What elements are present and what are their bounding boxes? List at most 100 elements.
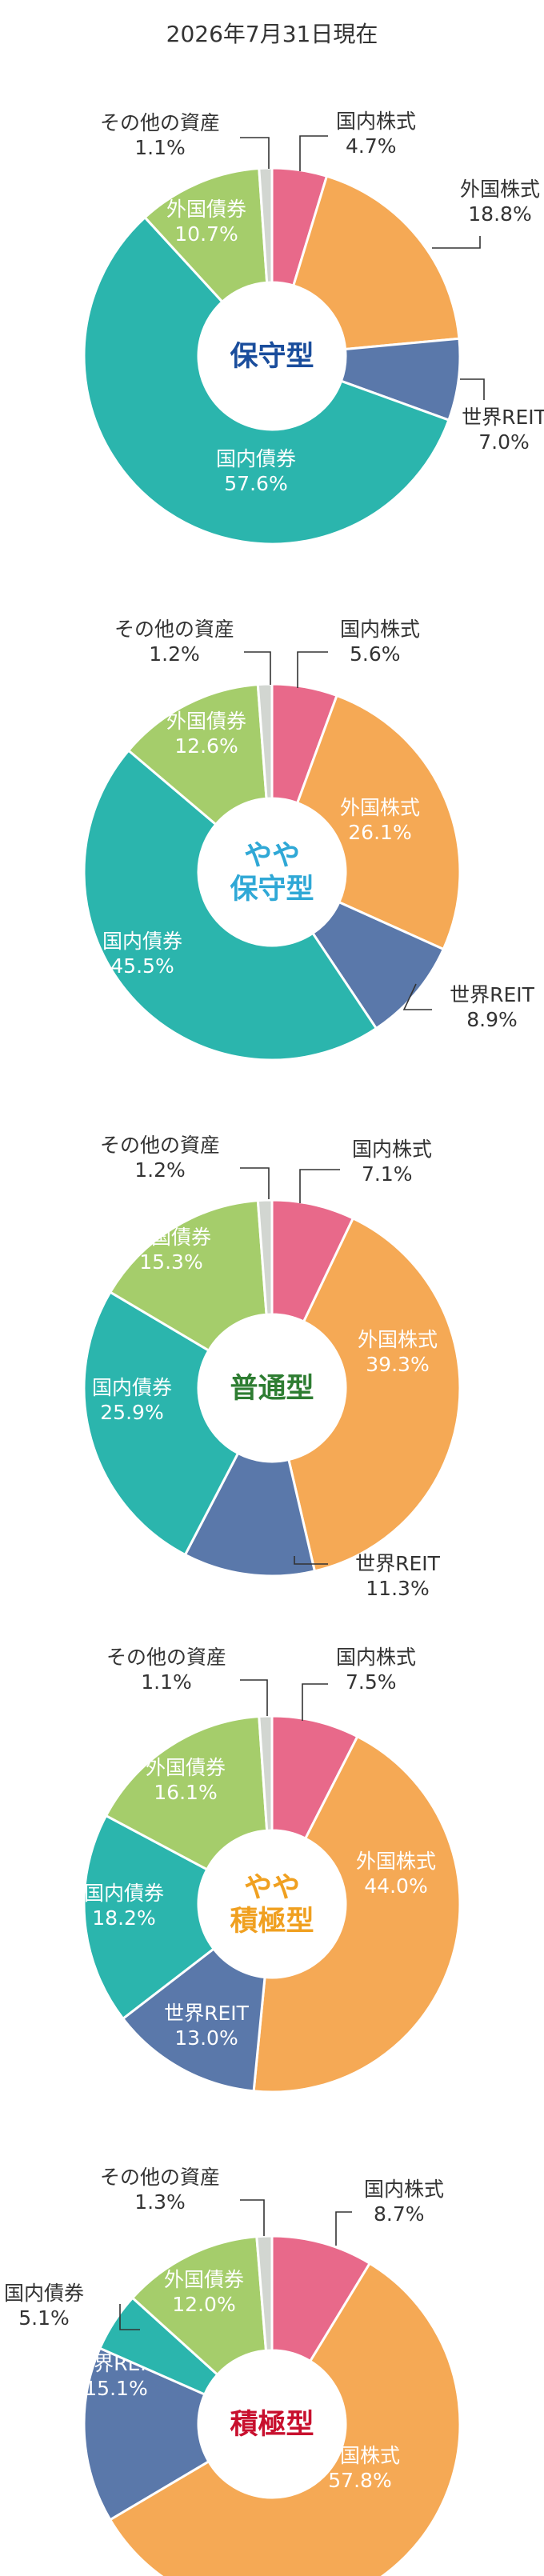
slice-value-label: 10.7% <box>174 222 238 246</box>
center-title: 普通型 <box>230 1373 314 1405</box>
leader-line <box>244 651 271 685</box>
slice-foreign-bond <box>108 1199 268 1353</box>
slice-value-label: 18.8% <box>468 202 531 226</box>
slice-foreign-stock <box>291 174 461 351</box>
slice-label: 外国株式 <box>358 1328 438 1351</box>
slice-value-label: 25.9% <box>100 1401 163 1424</box>
slice-value-label: 4.7% <box>346 134 397 158</box>
slice-label: その他の資産 <box>106 1646 226 1669</box>
slice-label: 外国債券 <box>131 1226 211 1249</box>
slice-value-label: 16.1% <box>154 1781 217 1804</box>
leader-line <box>299 135 328 171</box>
slice-label: 外国債券 <box>166 198 246 221</box>
slice-value-label: 7.0% <box>478 430 530 454</box>
slice-foreign-bond <box>126 683 268 826</box>
center-title: 積極型 <box>230 2409 314 2441</box>
slice-foreign-bond <box>143 166 269 304</box>
slice-value-label: 39.3% <box>366 1353 429 1376</box>
slice-other <box>255 2234 274 2352</box>
slice-value-label: 12.6% <box>174 734 238 758</box>
center-title: 保守型 <box>230 341 314 373</box>
slice-label: 外国債券 <box>166 710 246 733</box>
slice-world-reit <box>82 2346 210 2522</box>
slice-label: 外国株式 <box>340 796 420 819</box>
center-title: やや保守型 <box>230 840 314 906</box>
slice-foreign-stock <box>108 2262 462 2576</box>
slice-value-label: 57.6% <box>224 472 287 495</box>
slice-value-label: 8.9% <box>466 1008 518 1031</box>
slice-value-label: 45.5% <box>110 954 174 978</box>
slice-value-label: 5.6% <box>350 642 401 666</box>
slice-other <box>258 1714 274 1832</box>
slice-label: 国内債券 <box>4 2282 84 2305</box>
slice-value-label: 13.0% <box>174 2026 238 2050</box>
slice-value-label: 8.7% <box>374 2202 425 2226</box>
slice-foreign-stock <box>252 1734 462 2094</box>
slice-label: その他の資産 <box>114 618 234 641</box>
slice-foreign-bond <box>104 1714 269 1871</box>
leader-line <box>460 378 485 400</box>
slice-label: 外国株式 <box>356 1850 436 1873</box>
slice-label: 国内株式 <box>352 1138 432 1161</box>
slice-value-label: 18.2% <box>92 1906 155 1930</box>
chart-5: 国内株式8.7%外国株式57.8%世界REIT15.1%国内債券5.1%外国債券… <box>4 2166 462 2576</box>
slice-domestic-bond <box>82 1814 216 2021</box>
slice-label: 国内債券 <box>102 930 182 953</box>
slice-other <box>256 682 274 800</box>
slice-label: 外国株式 <box>320 2444 400 2467</box>
slice-domestic-bond <box>82 748 378 1062</box>
slice-other <box>258 166 274 284</box>
slice-label: 国内株式 <box>364 2178 444 2201</box>
slice-value-label: 11.3% <box>366 1577 429 1600</box>
date-label: 2026年7月31日現在 <box>166 21 378 47</box>
center-title: やや積極型 <box>230 1872 314 1938</box>
slice-value-label: 1.2% <box>149 642 200 666</box>
slice-other <box>256 1198 274 1316</box>
leader-line <box>294 1556 328 1565</box>
slice-foreign-stock <box>287 1216 462 1573</box>
slice-label: その他の資産 <box>100 1134 220 1157</box>
charts-container: 国内株式4.7%外国株式18.8%世界REIT7.0%国内債券57.6%外国債券… <box>4 110 544 2576</box>
slice-value-label: 12.0% <box>172 2293 235 2316</box>
slice-world-reit <box>183 1451 317 1578</box>
leader-line <box>432 236 481 249</box>
slice-value-label: 7.5% <box>346 1670 397 1694</box>
slice-value-label: 1.2% <box>134 1158 186 1182</box>
slice-foreign-bond <box>130 2235 268 2377</box>
leader-line <box>402 983 432 1010</box>
leader-line <box>240 1167 270 1199</box>
slice-label: その他の資産 <box>100 111 220 134</box>
leader-line <box>240 137 270 169</box>
slice-value-label: 1.1% <box>141 1670 192 1694</box>
slice-value-label: 57.8% <box>328 2469 391 2492</box>
slice-world-reit <box>121 1946 266 2093</box>
slice-value-label: 26.1% <box>348 821 411 844</box>
slice-label: 国内株式 <box>336 1646 416 1669</box>
leader-line <box>302 1683 328 1721</box>
slice-label: 外国債券 <box>146 1756 226 1779</box>
slice-label: 国内債券 <box>92 1376 172 1399</box>
slice-label: 世界REIT <box>450 983 535 1006</box>
slice-value-label: 7.1% <box>362 1162 413 1186</box>
slice-label: その他の資産 <box>100 2166 220 2189</box>
slice-label: 国内株式 <box>340 618 420 641</box>
slice-label: 世界REIT <box>164 2002 250 2025</box>
slice-value-label: 5.1% <box>18 2306 70 2330</box>
slice-label: 世界REIT <box>355 1552 441 1575</box>
slice-label: 外国株式 <box>460 178 540 201</box>
slice-value-label: 1.3% <box>134 2190 186 2214</box>
slice-label: 国内債券 <box>216 447 296 470</box>
slice-value-label: 15.3% <box>139 1250 202 1274</box>
leader-line <box>119 2304 140 2330</box>
slice-label: 国内株式 <box>336 110 416 133</box>
leader-line <box>240 1679 268 1716</box>
slice-foreign-stock <box>295 694 462 951</box>
slice-domestic-bond <box>82 215 450 546</box>
slice-label: 外国債券 <box>164 2268 244 2291</box>
slice-value-label: 1.1% <box>134 136 186 159</box>
